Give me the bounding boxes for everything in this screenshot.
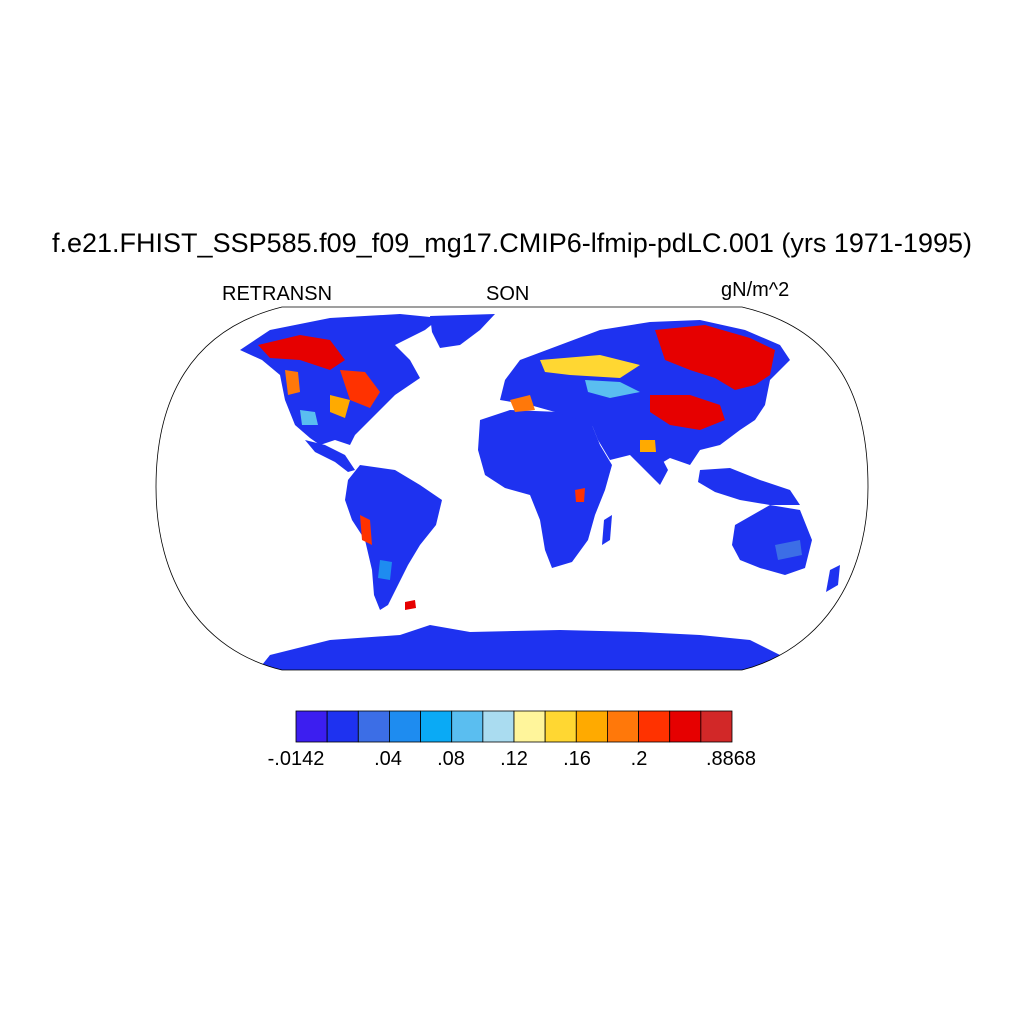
scattered-light-blue-na — [300, 410, 318, 425]
colorbar-tick-label: .8868 — [705, 748, 757, 770]
land-layer — [240, 314, 840, 670]
us-east-hotspot — [330, 395, 350, 418]
map-title: f.e21.FHIST_SSP585.f09_f09_mg17.CMIP6-lf… — [52, 228, 972, 258]
colorbar-swatch-6 — [482, 710, 515, 743]
colorbar-swatch-4 — [420, 710, 453, 743]
india-hotspot — [640, 440, 656, 452]
colorbar-swatch-7 — [513, 710, 546, 743]
season-label: SON — [486, 283, 530, 305]
siberia-hotspot — [655, 325, 775, 390]
colorbar-swatch-5 — [451, 710, 484, 743]
hotspot-layer — [258, 325, 802, 610]
colorbar-swatch-13 — [700, 710, 733, 743]
map-outline — [155, 306, 869, 671]
colorbar-tick-label: .04 — [374, 748, 402, 770]
colorbar-tick-label: .12 — [500, 748, 528, 770]
colorbar-tick-label: .08 — [437, 748, 465, 770]
europe-south-hotspot — [510, 395, 535, 412]
china-hotspot — [650, 395, 725, 430]
colorbar-swatch-1 — [326, 710, 359, 743]
scattered-light-blue-sa — [378, 560, 392, 580]
north-america-hotspot — [258, 335, 345, 370]
africa-east-hotspot — [575, 488, 585, 502]
colorbar-tick-label: .2 — [630, 748, 648, 770]
europe-hotspot — [540, 355, 640, 378]
colorbar-swatch-12 — [669, 710, 702, 743]
colorbar-swatch-9 — [575, 710, 608, 743]
colorbar-swatch-2 — [357, 710, 390, 743]
southeast-asia-islands — [698, 468, 800, 505]
colorbar-swatch-11 — [638, 710, 671, 743]
new-zealand-landmass — [826, 565, 840, 592]
canada-hotspot — [340, 370, 380, 408]
scattered-light-blue-au — [775, 540, 802, 560]
south-america-landmass — [345, 465, 442, 610]
madagascar-landmass — [602, 515, 612, 545]
antarctica-landmass — [250, 625, 790, 670]
scattered-light-blue — [585, 380, 640, 398]
australia-landmass — [732, 505, 812, 575]
colorbar-swatch-0 — [295, 710, 328, 743]
colorbar-tick-label: -.0142 — [267, 748, 325, 770]
colorbar-swatch-8 — [544, 710, 577, 743]
arabia-india-landmass — [590, 420, 668, 485]
variable-label: RETRANSN — [222, 283, 333, 305]
colorbar-swatch-10 — [607, 710, 639, 743]
africa-landmass — [478, 410, 612, 568]
us-west-hotspot — [285, 370, 300, 395]
units-label: gN/m^2 — [721, 279, 790, 301]
central-america-landmass — [305, 440, 355, 472]
andes-hotspot — [360, 515, 372, 545]
colorbar-tick-label: .16 — [563, 748, 591, 770]
greenland-landmass — [430, 314, 495, 348]
colorbar-swatch-3 — [389, 710, 421, 743]
patagonia-hotspot — [405, 600, 416, 610]
